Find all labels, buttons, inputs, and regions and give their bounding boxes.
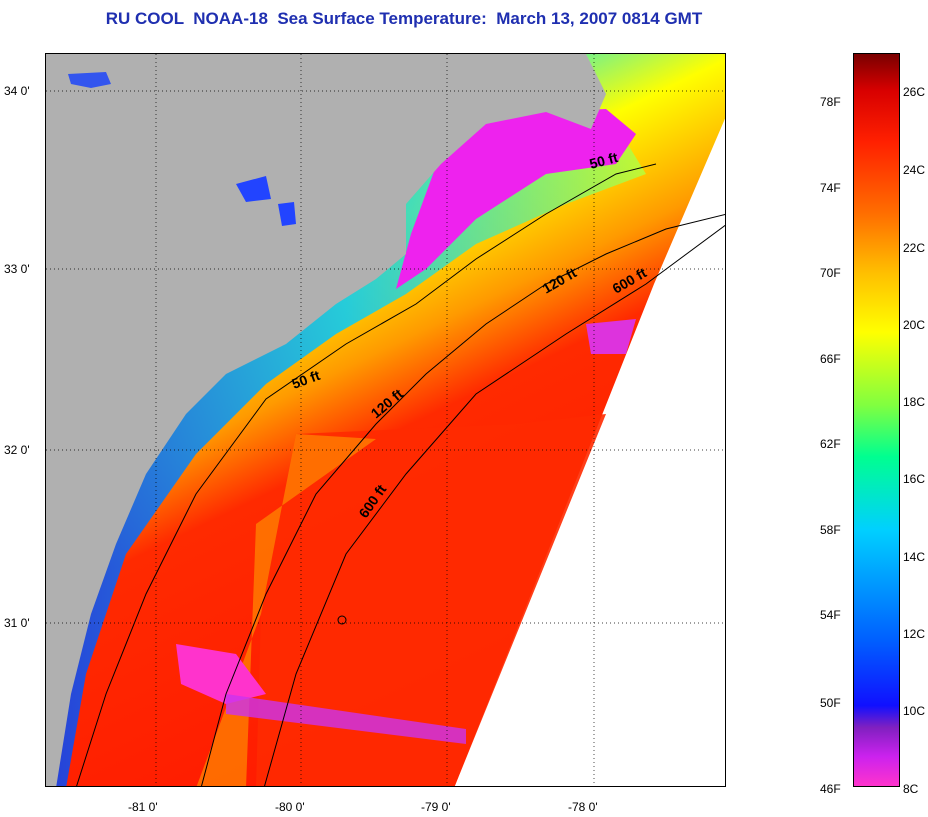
lat-label: 31 0' [4, 616, 30, 630]
lon-label: -79 0' [421, 800, 451, 814]
contour-600ft [264, 224, 725, 786]
lat-label: 33 0' [4, 262, 30, 276]
map-title: RU COOL NOAA-18 Sea Surface Temperature:… [105, 9, 703, 28]
station-marker [337, 615, 347, 625]
cold-coastal-water [396, 109, 636, 289]
colorbar-label-f: 70F [820, 266, 841, 280]
colorbar-label-f: 66F [820, 352, 841, 366]
inland-water-2 [236, 176, 271, 202]
colorbar-label-f: 46F [820, 782, 841, 796]
cold-patch-south [176, 644, 266, 704]
colorbar-label-c: 18C [903, 395, 926, 409]
colorbar-label-c: 12C [903, 627, 926, 641]
sst-map-canvas: 50 ft 120 ft 600 ft 50 ft 120 ft 600 ft [46, 54, 725, 786]
lon-label: -80 0' [275, 800, 305, 814]
colorbar-gradient [854, 54, 899, 786]
colorbar-label-f: 50F [820, 696, 841, 710]
colorbar-label-c: 26C [903, 85, 926, 99]
colorbar-label-c: 22C [903, 241, 926, 255]
colorbar-label-f: 78F [820, 95, 841, 109]
lon-label: -78 0' [568, 800, 598, 814]
colorbar-label-c: 14C [903, 550, 926, 564]
colorbar-label-c: 10C [903, 704, 926, 718]
colorbar-label-f: 62F [820, 437, 841, 451]
sst-map: 50 ft 120 ft 600 ft 50 ft 120 ft 600 ft [45, 53, 726, 787]
colorbar-label-f: 54F [820, 608, 841, 622]
colorbar-label-c: 16C [903, 472, 926, 486]
inland-water-1 [68, 72, 111, 88]
colorbar-label-c: 20C [903, 318, 926, 332]
lat-label: 34 0' [4, 84, 30, 98]
contour-label: 50 ft [588, 149, 620, 172]
colorbar-label-c: 24C [903, 163, 926, 177]
lat-label: 32 0' [4, 443, 30, 457]
colorbar-label-c: 8C [903, 782, 919, 796]
colorbar-label-f: 74F [820, 181, 841, 195]
colorbar-label-f: 58F [820, 523, 841, 537]
bathymetry-contours [76, 163, 725, 786]
nearshore-band [46, 109, 646, 786]
cold-patch-east [586, 319, 636, 354]
contour-50ft [76, 163, 657, 786]
graticule [46, 54, 725, 786]
cold-filament [226, 694, 466, 744]
lon-label: -81 0' [128, 800, 158, 814]
inland-water-3 [278, 202, 296, 226]
land [46, 54, 606, 786]
warm-core-region [256, 414, 606, 786]
contour-120ft [201, 213, 725, 786]
colorbar [853, 53, 900, 787]
